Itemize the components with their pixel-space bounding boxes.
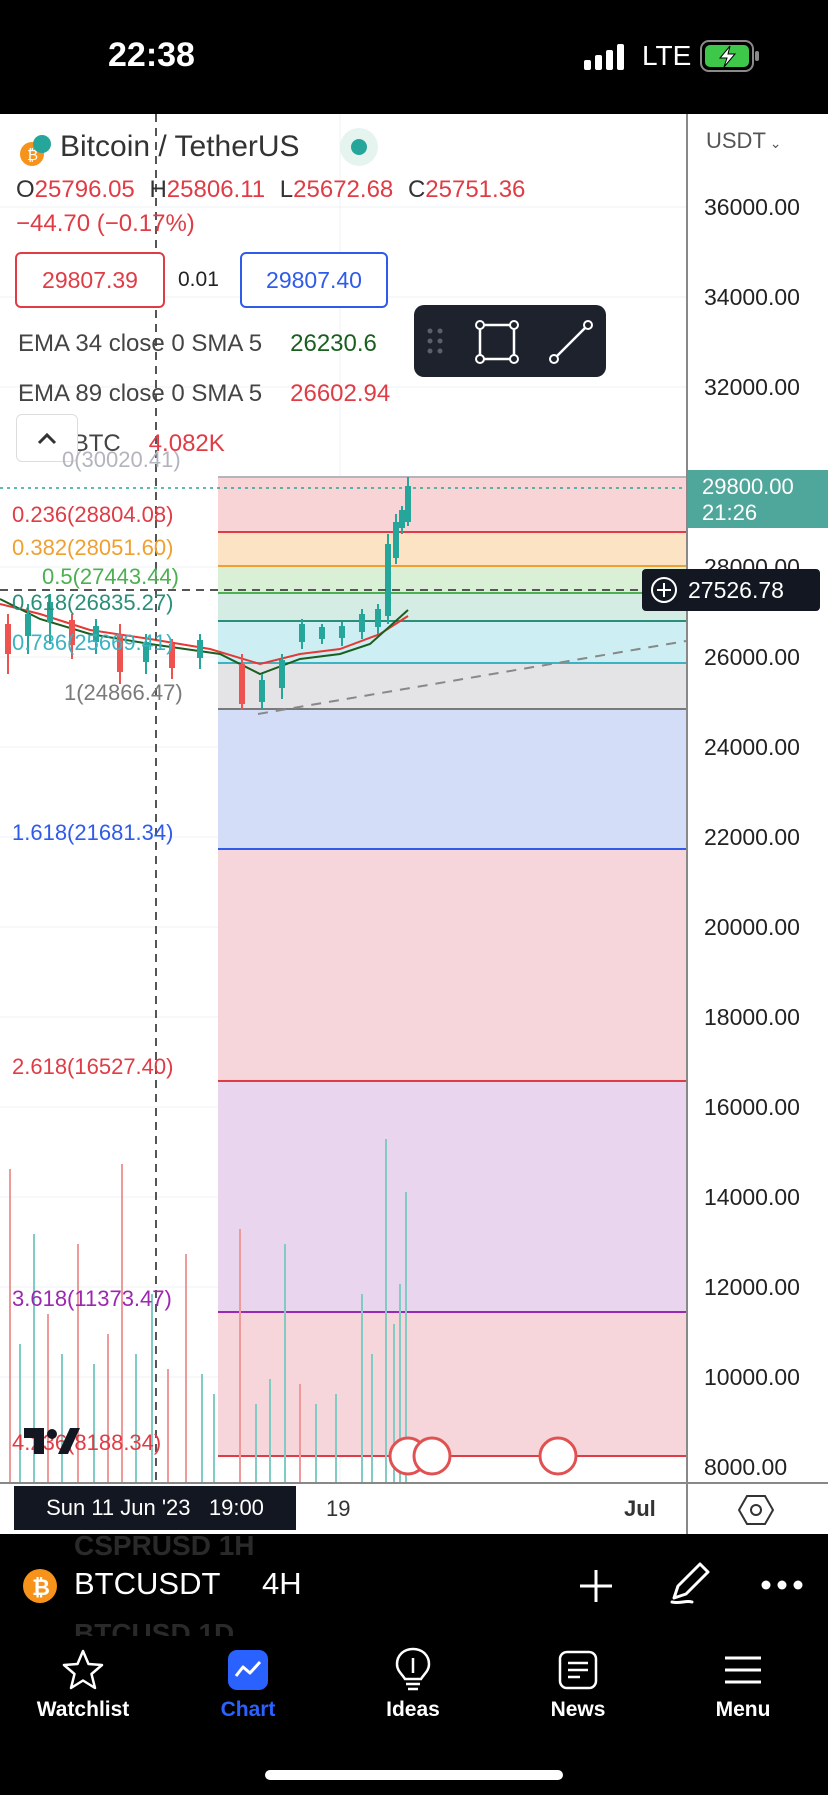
symbol-title[interactable]: Bitcoin / TetherUS xyxy=(60,130,300,163)
time-label: Jul xyxy=(624,1496,656,1521)
price-label: 24000.00 xyxy=(704,734,800,760)
interval-button[interactable]: 4H xyxy=(262,1566,302,1601)
plus-icon[interactable] xyxy=(576,1566,616,1606)
crosshair-price-tag[interactable]: 27526.78 xyxy=(642,569,820,611)
svg-text:₿: ₿ xyxy=(27,147,38,164)
price-label: 14000.00 xyxy=(704,1184,800,1210)
market-status-indicator[interactable] xyxy=(340,128,378,166)
drawing-toolbar[interactable] xyxy=(414,305,606,377)
time-axis[interactable]: Sun 11 Jun '23 19:00 19 Jul xyxy=(0,1482,828,1536)
price-change: −44.70 (−0.17%) xyxy=(16,210,195,237)
bitcoin-logo-icon: ₿ xyxy=(20,135,51,166)
ohlc-legend: O25796.05 H25806.11 L25672.68 C25751.36 xyxy=(16,176,526,203)
buy-button[interactable]: 29807.40 xyxy=(240,252,388,308)
fib-label-2618: 2.618(16527.40) xyxy=(12,1054,174,1079)
indicator-ema89[interactable]: EMA 89 close 0 SMA 5 26602.94 xyxy=(18,380,391,407)
time-label: 19 xyxy=(326,1496,351,1521)
current-price-tag: 29800.00 21:26 xyxy=(688,470,828,528)
more-options-icon[interactable] xyxy=(760,1578,804,1592)
chart-settings-icon[interactable] xyxy=(738,1494,774,1526)
symbol-history-top: CSPRUSD 1H xyxy=(74,1530,255,1561)
star-icon xyxy=(62,1649,104,1690)
price-label: 34000.00 xyxy=(704,284,800,310)
fib-label-0382: 0.382(28051.60) xyxy=(12,535,174,560)
drag-handle-icon[interactable] xyxy=(426,327,446,355)
rectangle-tool-icon[interactable] xyxy=(474,319,520,365)
chevron-up-icon xyxy=(37,432,57,445)
price-axis[interactable]: USDT ⌄ 36000.00 34000.00 32000.00 28000.… xyxy=(686,114,828,1482)
chart-icon xyxy=(228,1650,268,1690)
news-icon xyxy=(558,1650,598,1690)
fib-label-0: 0(30020.41) xyxy=(62,447,181,472)
menu-icon xyxy=(725,1656,761,1684)
price-label: 16000.00 xyxy=(704,1094,800,1120)
fib-label-3618: 3.618(11373.47) xyxy=(12,1286,172,1311)
bitcoin-icon: ₿ xyxy=(23,1569,57,1603)
battery-charging-icon xyxy=(700,40,759,72)
symbol-search-button[interactable]: BTCUSDT xyxy=(74,1566,221,1601)
sell-button[interactable]: 29807.39 xyxy=(15,252,165,308)
signal-icon xyxy=(584,44,624,70)
indicator-ema34[interactable]: EMA 34 close 0 SMA 5 26230.6 xyxy=(18,330,377,357)
price-label: 20000.00 xyxy=(704,914,800,940)
fib-label-0618: 0.618(26835.27) xyxy=(12,590,174,615)
lightbulb-icon xyxy=(395,1647,431,1691)
price-label: 26000.00 xyxy=(704,644,800,670)
symbol-bar: CSPRUSD 1H BTCUSD 1D ₿ BTCUSDT 4H xyxy=(0,1530,828,1649)
network-label: LTE xyxy=(642,40,692,71)
bottom-tab-bar: Watchlist Chart Ideas News Menu xyxy=(0,1636,828,1795)
tradingview-logo xyxy=(24,1428,80,1454)
fib-label-05: 0.5(27443.44) xyxy=(42,564,179,589)
price-label: 18000.00 xyxy=(704,1004,800,1030)
price-label: 8000.00 xyxy=(704,1454,788,1480)
currency-selector[interactable]: USDT ⌄ xyxy=(706,128,782,153)
crosshair-time-tag: Sun 11 Jun '23 19:00 xyxy=(14,1486,296,1530)
pencil-draw-icon[interactable] xyxy=(666,1560,712,1606)
spread-value: 0.01 xyxy=(178,268,219,291)
fib-label-1: 1(24866.47) xyxy=(64,680,183,705)
price-label: 10000.00 xyxy=(704,1364,800,1390)
fib-label-1618: 1.618(21681.34) xyxy=(12,820,174,845)
fib-label-0786: 0.786(25669.41) xyxy=(12,630,174,655)
chart-drawing xyxy=(0,114,686,1482)
fib-label-0236: 0.236(28804.08) xyxy=(12,502,174,527)
price-label: 12000.00 xyxy=(704,1274,800,1300)
price-label: 32000.00 xyxy=(704,374,800,400)
trend-line-tool-icon[interactable] xyxy=(548,319,594,365)
collapse-legend-button[interactable] xyxy=(16,414,78,462)
price-label: 22000.00 xyxy=(704,824,800,850)
svg-text:₿: ₿ xyxy=(32,1575,50,1600)
price-label: 36000.00 xyxy=(704,194,800,220)
status-time: 22:38 xyxy=(108,36,195,74)
home-indicator xyxy=(265,1770,563,1780)
add-alert-plus-icon[interactable] xyxy=(650,576,678,604)
status-bar: 22:38 LTE xyxy=(0,0,828,114)
